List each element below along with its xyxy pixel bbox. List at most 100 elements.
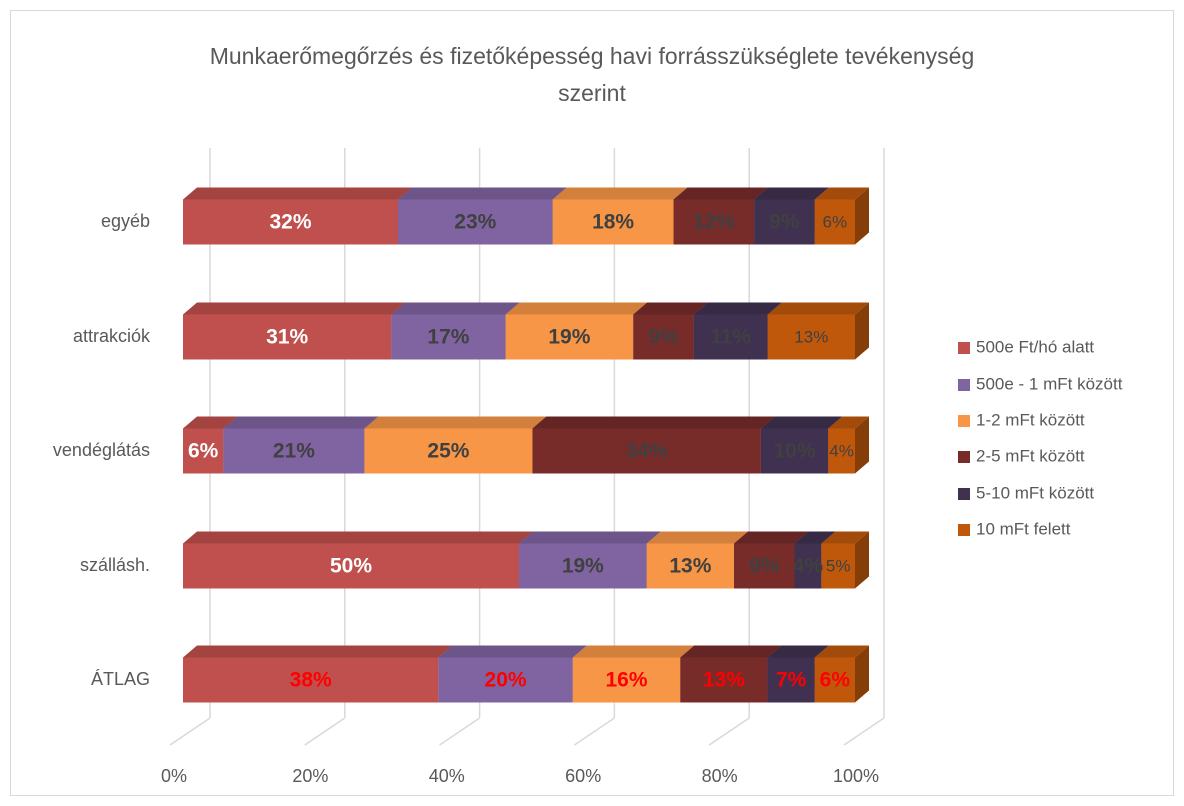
legend-label: 2-5 mFt között [976, 446, 1085, 465]
bar-segment [505, 302, 648, 360]
bar [693, 314, 768, 360]
legend-label: 5-10 mFt között [976, 483, 1094, 502]
bar-top [532, 416, 775, 429]
bar-top [183, 645, 453, 658]
bar-top [794, 531, 836, 544]
legend-swatch [958, 342, 970, 354]
bar [646, 543, 735, 589]
bar-side [855, 302, 869, 360]
legend-label: 500e Ft/hó alatt [976, 337, 1094, 356]
bar [519, 543, 647, 589]
bar-segment [646, 531, 749, 589]
bar [438, 657, 573, 703]
x-tick-label: 40% [429, 766, 465, 786]
bar-side [855, 416, 869, 474]
data-label: 16% [606, 669, 648, 692]
data-label: 38% [290, 669, 332, 692]
bar [673, 199, 755, 245]
bar [794, 543, 822, 589]
data-label: 9% [769, 211, 800, 234]
floor-line [573, 717, 615, 746]
bar [767, 314, 855, 360]
bar-side [855, 187, 869, 245]
bar-top [391, 302, 520, 315]
bar-segment [828, 416, 869, 474]
legend-label: 10 mFt felett [976, 519, 1071, 538]
legend-swatch [958, 415, 970, 427]
y-tick-label: attrakciók [73, 326, 151, 346]
chart-title: Munkaerőmegőrzés és fizetőképesség havi … [210, 43, 975, 106]
bar-segment [183, 302, 406, 360]
bar-segment [364, 416, 547, 474]
bar-top [646, 531, 749, 544]
bar-top [183, 302, 406, 315]
data-label: 31% [266, 326, 308, 349]
bar-top [519, 531, 661, 544]
data-label: 13% [669, 555, 711, 578]
bar [767, 657, 815, 703]
bar [552, 199, 674, 245]
data-label: 11% [710, 326, 751, 349]
bar-top [438, 645, 587, 658]
bar-top [767, 302, 869, 315]
data-label: 34% [626, 440, 668, 463]
y-tick-label: vendéglátás [53, 440, 150, 460]
bar [183, 314, 392, 360]
bar [760, 428, 829, 474]
bar [828, 428, 855, 474]
data-label: 10% [774, 440, 816, 463]
bar [532, 428, 761, 474]
bar-top [505, 302, 648, 315]
legend-swatch [958, 451, 970, 463]
bar-top [673, 187, 769, 200]
y-tick-label: egyéb [101, 211, 150, 231]
data-label: 4% [829, 441, 854, 460]
data-label: 9% [648, 326, 679, 349]
bar [680, 657, 768, 703]
bar [223, 428, 365, 474]
data-label: 4% [793, 555, 824, 578]
bar-top [821, 531, 869, 544]
data-label: 17% [427, 326, 469, 349]
bar-top [754, 187, 829, 200]
bar-segment [223, 416, 379, 474]
y-tick-label: szállásh. [80, 555, 150, 575]
floor-line [304, 717, 346, 746]
bar-top [760, 416, 843, 429]
data-label: 18% [592, 211, 634, 234]
bar [814, 657, 855, 703]
bar-top [223, 416, 379, 429]
bar-top [734, 531, 809, 544]
data-label: 19% [562, 555, 604, 578]
bar [364, 428, 533, 474]
bar [183, 543, 519, 589]
bar-top [552, 187, 688, 200]
legend-swatch [958, 379, 970, 391]
data-label: 19% [548, 326, 590, 349]
bar-top [693, 302, 782, 315]
legend-swatch [958, 488, 970, 500]
bar-segment [391, 302, 520, 360]
data-label: 6% [820, 669, 851, 692]
bar-top [828, 416, 869, 429]
bar-top [572, 645, 695, 658]
bar [633, 314, 694, 360]
data-label: 6% [823, 212, 848, 231]
bar-top [398, 187, 567, 200]
floor-line [439, 717, 481, 746]
bar [505, 314, 634, 360]
bar-segment [519, 531, 661, 589]
data-label: 20% [485, 669, 527, 692]
bar-top [814, 187, 869, 200]
legend-label: 1-2 mFt között [976, 410, 1085, 429]
bar [183, 657, 439, 703]
bar-top [183, 187, 413, 200]
bar-top [183, 416, 238, 429]
legend-label: 500e - 1 mFt között [976, 374, 1123, 393]
bar-segment [814, 187, 869, 245]
data-label: 5% [826, 556, 851, 575]
data-label: 6% [188, 440, 219, 463]
bar [391, 314, 506, 360]
bar-side [855, 531, 869, 589]
bar-top [680, 645, 782, 658]
